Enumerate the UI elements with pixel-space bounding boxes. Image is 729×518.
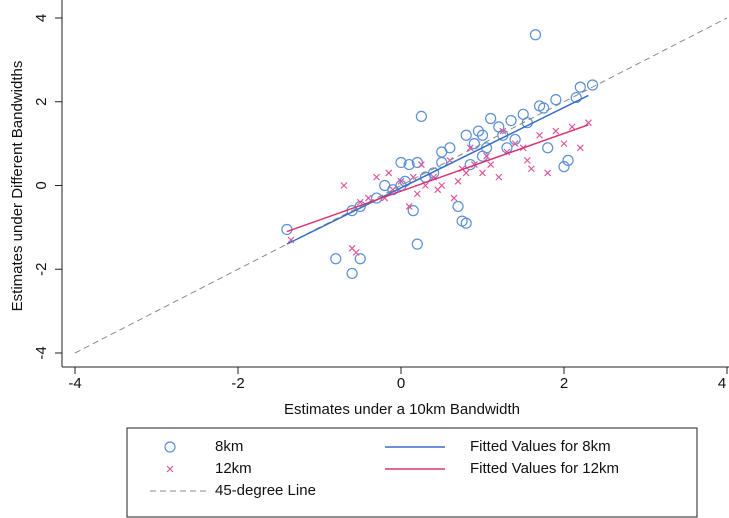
point (527, 165, 535, 173)
point (385, 169, 393, 177)
point (472, 125, 485, 137)
point (479, 169, 486, 177)
point (538, 102, 550, 114)
legend-label: 12km (215, 460, 252, 477)
line (286, 94, 589, 245)
point (562, 154, 574, 166)
point (495, 173, 503, 181)
point (436, 146, 448, 158)
x-tick-label: 0 (397, 375, 405, 392)
point (409, 173, 417, 181)
point (460, 217, 472, 229)
point (462, 169, 470, 177)
y-tick-label: 0 (33, 181, 50, 189)
point (523, 156, 531, 164)
point (466, 144, 474, 152)
point (411, 238, 423, 250)
x-tick-label: 4 (718, 375, 726, 392)
x-tick-label: 2 (560, 375, 568, 392)
point (395, 156, 407, 169)
point (330, 253, 342, 265)
point (505, 114, 517, 127)
point (417, 161, 425, 168)
legend-marker (166, 465, 174, 473)
line (74, 17, 728, 354)
y-tick-label: -4 (33, 346, 50, 359)
point (586, 79, 599, 91)
point (403, 158, 415, 171)
point (364, 194, 372, 202)
line (286, 124, 589, 233)
point (281, 223, 293, 236)
legend-marker (164, 441, 176, 453)
point (450, 194, 458, 202)
legend-label: Fitted Values for 8km (470, 438, 611, 455)
point (585, 119, 592, 127)
point (542, 142, 554, 154)
y-tick-label: -2 (33, 263, 50, 276)
point (405, 203, 413, 210)
point (485, 112, 497, 125)
legend-label: 45-degree Line (215, 482, 316, 499)
point (346, 267, 358, 280)
legend-label: Fitted Values for 12km (470, 460, 619, 477)
point (434, 186, 442, 194)
x-axis-label: Estimates under a 10km Bandwidth (284, 401, 520, 418)
point (574, 81, 586, 93)
point (468, 138, 480, 150)
point (407, 205, 419, 217)
legend-label: 8km (215, 438, 243, 455)
legend-box (126, 427, 698, 518)
point (576, 144, 584, 152)
point (411, 156, 423, 169)
point (352, 249, 360, 256)
point (487, 161, 495, 168)
point (460, 129, 472, 141)
point (415, 110, 427, 123)
point (476, 150, 489, 162)
y-axis-label: Estimates under Different Bandwidths (9, 61, 26, 312)
y-tick-label: 2 (33, 98, 50, 106)
point (570, 91, 582, 104)
point (529, 29, 542, 41)
point (560, 140, 568, 148)
point (568, 123, 576, 131)
x-tick-label: -2 (231, 375, 244, 392)
point (499, 127, 507, 135)
point (452, 200, 464, 213)
point (483, 152, 490, 160)
point (552, 127, 560, 135)
point (536, 131, 543, 139)
x-tick-label: -4 (68, 375, 81, 392)
point (558, 161, 570, 173)
point (397, 177, 405, 185)
y-tick-label: 4 (33, 14, 50, 22)
point (454, 177, 462, 185)
point (476, 129, 489, 141)
point (550, 94, 562, 106)
point (373, 173, 380, 181)
point (413, 190, 421, 198)
point (354, 253, 366, 265)
point (511, 140, 519, 148)
point (544, 169, 552, 177)
point (340, 182, 348, 189)
